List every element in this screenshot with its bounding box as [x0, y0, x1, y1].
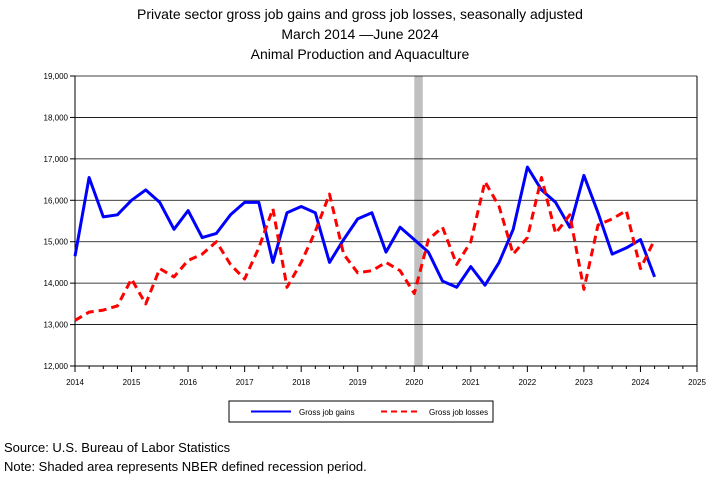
chart-subtitle-industry: Animal Production and Aquaculture	[250, 46, 470, 62]
x-tick-label: 2014	[66, 378, 84, 387]
series-line-gross-job-losses	[74, 176, 656, 322]
x-tick-label: 2020	[405, 378, 423, 387]
series-line-gross-job-gains	[73, 165, 657, 289]
x-tick-label: 2017	[236, 378, 254, 387]
x-tick-label: 2021	[462, 378, 480, 387]
x-tick-label: 2018	[292, 378, 310, 387]
x-tick-label: 2016	[179, 378, 197, 387]
x-tick-label: 2019	[349, 378, 367, 387]
x-tick-label: 2024	[632, 378, 650, 387]
source-note: Source: U.S. Bureau of Labor Statistics	[4, 440, 231, 455]
y-tick-label: 17,000	[44, 155, 69, 164]
y-tick-label: 16,000	[44, 196, 69, 205]
y-tick-label: 12,000	[44, 362, 69, 371]
y-tick-label: 13,000	[44, 321, 69, 330]
legend-label-gross-job-gains: Gross job gains	[299, 408, 355, 417]
y-tick-label: 15,000	[44, 238, 69, 247]
x-tick-label: 2023	[575, 378, 593, 387]
y-tick-label: 14,000	[44, 279, 69, 288]
recession-shading	[414, 76, 423, 366]
legend-box	[228, 400, 494, 423]
y-tick-label: 18,000	[44, 113, 69, 122]
chart-title: Private sector gross job gains and gross…	[137, 6, 583, 22]
recession-note: Note: Shaded area represents NBER define…	[4, 459, 367, 474]
y-tick-label: 19,000	[44, 72, 69, 81]
x-tick-label: 2015	[123, 378, 141, 387]
x-tick-label: 2025	[688, 378, 706, 387]
chart-title-block: Private sector gross job gains and gross…	[0, 4, 720, 64]
legend-label-gross-job-losses: Gross job losses	[429, 408, 488, 417]
chart-subtitle-date-range: March 2014 —June 2024	[281, 26, 439, 42]
x-tick-label: 2022	[518, 378, 536, 387]
